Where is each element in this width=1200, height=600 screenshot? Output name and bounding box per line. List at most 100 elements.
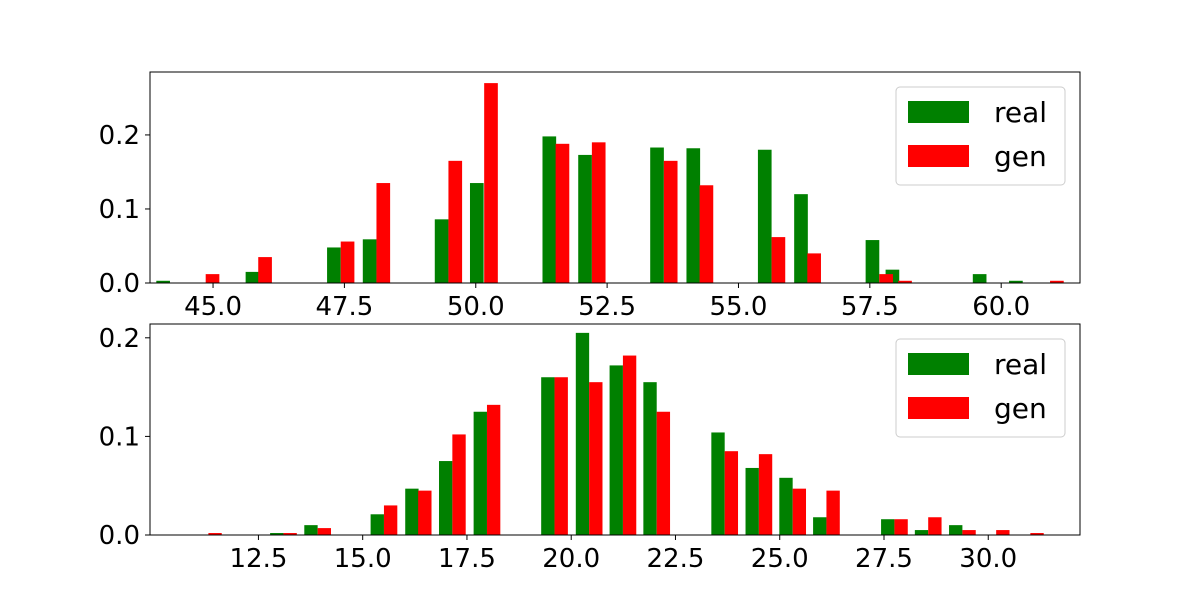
bar-real-14 [972, 274, 987, 283]
bar-gen-13 [898, 280, 912, 283]
subplot-1: 45.0 47.5 50.0 52.5 55.0 57.5 60.0 0.0 0.1 0.2 rea… [99, 71, 1081, 322]
bar-real-5 [469, 183, 484, 283]
bar-gen-11 [724, 451, 739, 535]
legend: real gen [895, 86, 1066, 186]
bar-gen-5 [484, 83, 498, 283]
bar-gen-9 [699, 185, 714, 283]
bar-real-12 [865, 240, 880, 283]
bar-real-1 [304, 525, 318, 535]
bar-gen-4 [448, 160, 463, 283]
bar-gen-1 [258, 257, 272, 283]
bar-real-5 [473, 411, 487, 535]
bar-gen-18 [996, 530, 1010, 535]
bar-real-2 [370, 514, 384, 535]
bar-real-6 [542, 136, 557, 283]
bar-gen-14 [826, 490, 840, 535]
bar-gen-6 [486, 404, 501, 535]
bar-real-1 [245, 271, 260, 283]
bar-real-12 [779, 477, 793, 535]
bar-real-4 [439, 461, 453, 535]
bar-real-8 [650, 147, 664, 283]
plot-frame [149, 71, 1081, 284]
x-tick-label: 52.5 [578, 292, 636, 322]
legend-swatch-real [908, 353, 969, 375]
bar-gen-11 [807, 253, 821, 283]
bar-real-10 [711, 432, 725, 535]
legend-swatch-real [908, 101, 969, 123]
bar-gen-8 [589, 382, 603, 535]
x-tick-label: 22.5 [647, 544, 705, 574]
x-tick-label: 60.0 [972, 292, 1030, 322]
plot-frame [149, 323, 1081, 536]
series-gen [205, 83, 1064, 283]
y-tick-label: 0.0 [99, 521, 140, 551]
bar-real-3 [405, 488, 419, 535]
bar-gen-1 [283, 533, 297, 535]
bar-gen-6 [555, 143, 570, 283]
x-tick-label: 45.0 [184, 292, 242, 322]
x-tick-label: 20.0 [542, 544, 600, 574]
bar-real-14 [881, 519, 895, 535]
bar-gen-8 [663, 160, 678, 283]
bar-gen-0 [208, 533, 222, 535]
legend-label-gen: gen [994, 392, 1047, 425]
bar-gen-15 [894, 519, 908, 535]
bar-real-0 [270, 533, 284, 535]
bar-gen-9 [622, 355, 637, 535]
bar-real-7 [575, 332, 590, 535]
bar-gen-2 [340, 241, 355, 283]
subplot-2: 12.5 15.0 17.5 20.0 22.5 25.0 27.5 30.0 0.0 0.1 0.… [99, 323, 1081, 574]
bar-real-9 [686, 148, 701, 283]
bar-gen-7 [554, 377, 568, 535]
bar-real-11 [745, 467, 759, 535]
y-tick-label: 0.1 [99, 422, 140, 452]
y-tick-label: 0.1 [99, 195, 140, 225]
bar-real-8 [609, 365, 623, 535]
legend-swatch-gen [908, 397, 969, 419]
x-tick-label: 17.5 [438, 544, 496, 574]
bar-real-9 [643, 382, 657, 535]
bar-gen-19 [1030, 533, 1044, 535]
series-real [270, 332, 963, 535]
bar-gen-4 [418, 490, 432, 535]
bar-real-6 [541, 377, 555, 535]
y-tick-label: 0.2 [99, 121, 140, 151]
bar-gen-0 [205, 274, 220, 283]
x-tick-label: 47.5 [315, 292, 373, 322]
bar-gen-5 [452, 434, 466, 535]
bar-gen-10 [771, 237, 786, 283]
bar-gen-12 [879, 274, 893, 283]
bar-real-13 [813, 517, 827, 535]
x-tick-label: 25.0 [751, 544, 809, 574]
legend-label-real: real [994, 348, 1047, 381]
bar-gen-16 [928, 517, 942, 535]
bar-gen-7 [591, 142, 606, 283]
bar-gen-3 [383, 505, 398, 535]
bar-gen-14 [1050, 280, 1064, 283]
bar-gen-13 [792, 488, 807, 535]
bar-real-15 [1009, 280, 1023, 283]
bar-gen-2 [317, 528, 331, 535]
bar-gen-12 [758, 454, 773, 535]
y-tick-label: 0.2 [99, 324, 140, 354]
x-tick-label: 57.5 [841, 292, 899, 322]
bar-gen-17 [962, 530, 976, 535]
x-tick-label: 27.5 [855, 544, 913, 574]
legend-label-real: real [994, 96, 1047, 129]
x-tick-label: 50.0 [447, 292, 505, 322]
bar-real-15 [914, 530, 929, 535]
bar-real-10 [757, 149, 772, 283]
bar-real-3 [362, 239, 377, 283]
x-tick-label: 30.0 [959, 544, 1017, 574]
bar-real-16 [949, 525, 963, 535]
legend: real gen [895, 338, 1066, 438]
bar-gen-10 [656, 411, 671, 535]
bar-real-0 [156, 280, 170, 283]
bar-real-11 [794, 194, 808, 283]
x-tick-label: 15.0 [334, 544, 392, 574]
bar-gen-3 [376, 183, 391, 283]
y-tick-label: 0.0 [99, 269, 140, 299]
series-gen [208, 355, 1044, 535]
bar-real-4 [434, 219, 449, 283]
